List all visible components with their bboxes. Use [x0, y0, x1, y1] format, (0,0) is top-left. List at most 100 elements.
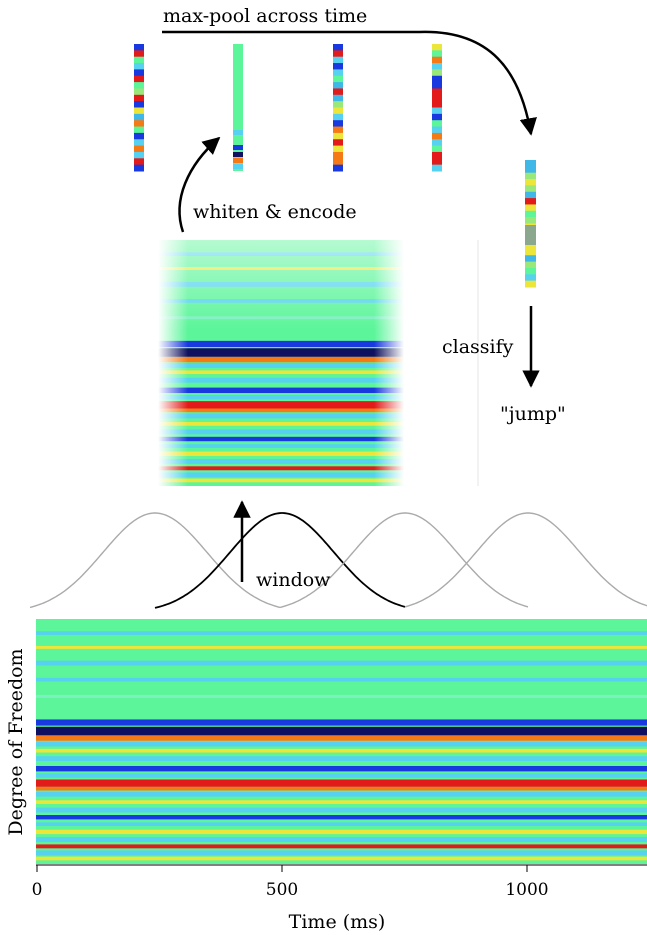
full-heatmap-band: [36, 856, 647, 861]
code-column-3-cell: [333, 44, 343, 51]
x-tick-label-0: 0: [32, 880, 43, 900]
code-column-1-cell: [134, 164, 144, 172]
windowed-heatmap-band: [158, 458, 404, 464]
code-column-4-cell: [432, 107, 442, 115]
full-heatmap-band: [36, 807, 647, 813]
x-tick-label-1000: 1000: [505, 880, 548, 900]
code-column-4-cell: [432, 50, 442, 58]
full-heatmap-band: [36, 773, 647, 778]
windowed-heatmap-band: [158, 478, 404, 483]
code-column-1-cell: [134, 94, 144, 102]
pooled-vector-cell: [525, 172, 536, 180]
code-column-3-cell: [333, 126, 343, 134]
windowed-fade-top: [158, 240, 404, 330]
code-column-3-cell: [333, 132, 343, 140]
pooled-vector-cell: [525, 225, 536, 245]
full-motion-heatmap: [36, 619, 647, 864]
code-column-1-cell: [134, 126, 144, 134]
window-label: window: [256, 569, 331, 591]
code-column-2-cell: [233, 145, 243, 150]
pooled-vector-cell: [525, 185, 536, 193]
code-column-3-cell: [333, 82, 343, 89]
windowed-heatmap-band: [158, 377, 404, 383]
code-column-1-cell: [134, 139, 144, 147]
full-heatmap-band: [36, 815, 647, 820]
code-column-3-cell: [333, 94, 343, 102]
windowed-heatmap-band: [158, 472, 404, 478]
code-column-4-cell: [432, 69, 442, 77]
code-column-4-cell: [432, 101, 442, 108]
windowed-heatmap: [158, 240, 404, 486]
pooled-vector-cell: [525, 160, 536, 167]
code-column-3-cell: [333, 113, 343, 121]
pooled-vector-cell: [525, 198, 536, 205]
windowed-heatmap-band: [158, 363, 404, 368]
code-column-4-cell: [432, 63, 442, 70]
code-column-3-cell: [333, 158, 343, 166]
windowed-heatmap-band: [158, 408, 404, 413]
code-column-1-cell: [134, 113, 144, 121]
code-column-4-cell: [432, 94, 442, 102]
encoded-feature-columns: [134, 44, 442, 172]
code-column-3-cell: [333, 63, 343, 70]
code-column-1-cell: [134, 63, 144, 70]
pooled-vector-cell: [525, 179, 536, 186]
full-heatmap-band: [36, 844, 647, 849]
code-column-1-cell: [134, 132, 144, 140]
code-column-1-cell: [134, 151, 144, 159]
full-heatmap-band: [36, 741, 647, 747]
code-column-4-cell: [432, 120, 442, 128]
full-heatmap-band: [36, 660, 647, 666]
code-column-3-cell: [333, 151, 343, 159]
pooled-vector-cell: [525, 255, 536, 263]
predicted-label: "jump": [500, 403, 566, 425]
full-heatmap-band: [36, 735, 647, 741]
code-column-1-cell: [134, 88, 144, 96]
code-column-1-cell: [134, 69, 144, 77]
x-axis-label: Time (ms): [289, 911, 386, 933]
windowed-heatmap-band: [158, 436, 404, 442]
code-column-4-cell: [432, 126, 442, 134]
window-function-3: [279, 512, 529, 609]
code-column-4-cell: [432, 139, 442, 147]
full-heatmap-band: [36, 800, 647, 804]
code-column-3-cell: [333, 101, 343, 108]
code-column-2-cell: [233, 130, 243, 135]
x-tick-label-500: 500: [266, 880, 298, 900]
code-column-1-cell: [134, 145, 144, 153]
code-column-1-cell: [134, 44, 144, 51]
code-column-3-cell: [333, 69, 343, 77]
code-column-4-cell: [432, 145, 442, 153]
code-column-3-cell: [333, 145, 343, 153]
window-function-1: [29, 512, 281, 609]
code-column-1-cell: [134, 50, 144, 58]
code-column-1-cell: [134, 107, 144, 115]
full-heatmap-band: [36, 837, 647, 842]
code-column-4-cell: [432, 82, 442, 89]
code-column-2-cell: [233, 44, 243, 171]
full-heatmap-band: [36, 726, 647, 736]
full-heatmap-band: [36, 719, 647, 726]
full-heatmap-band: [36, 850, 647, 856]
code-column-4-cell: [432, 158, 442, 166]
full-heatmap-band: [36, 791, 647, 797]
full-heatmap-band: [36, 645, 647, 649]
code-column-1-cell: [134, 82, 144, 89]
code-column-4-cell: [432, 56, 442, 64]
full-heatmap-band: [36, 766, 647, 772]
pooled-vector-cell: [525, 204, 536, 212]
windowed-heatmap-band: [158, 340, 404, 348]
windowed-heatmap-band: [158, 394, 404, 400]
code-column-4-cell: [432, 164, 442, 172]
x-axis: 0 500 1000 Time (ms): [32, 864, 647, 933]
y-axis-label: Degree of Freedom: [5, 648, 27, 835]
code-column-4-cell: [432, 113, 442, 121]
code-column-4-cell: [432, 132, 442, 140]
pooled-vector-cell: [525, 210, 536, 218]
windowed-heatmap-band: [158, 413, 404, 419]
code-column-3-cell: [333, 107, 343, 115]
full-heatmap-band: [36, 779, 647, 787]
code-column-3-cell: [333, 120, 343, 128]
windowed-heatmap-band: [158, 387, 404, 394]
